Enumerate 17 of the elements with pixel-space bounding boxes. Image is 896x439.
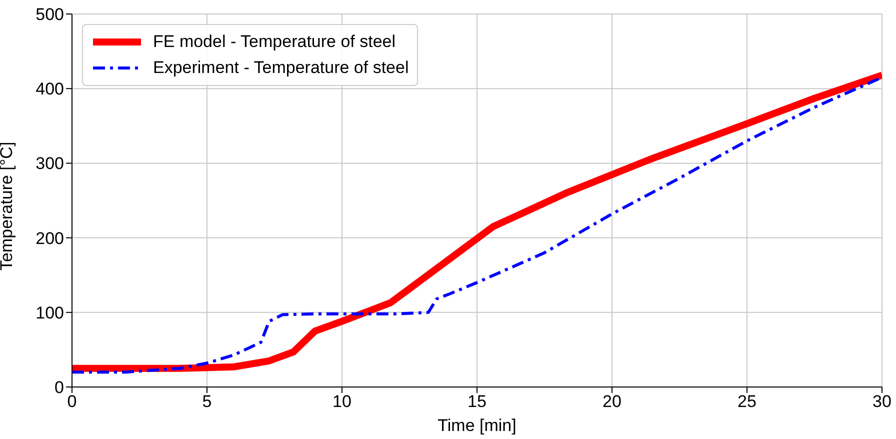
legend-label: Experiment - Temperature of steel <box>153 58 409 78</box>
y-tick-label: 300 <box>36 154 64 174</box>
y-axis-title: Temperature [°C] <box>0 142 16 270</box>
y-tick-label: 0 <box>54 378 64 398</box>
y-tick-label: 500 <box>36 5 64 24</box>
legend-label: FE model - Temperature of steel <box>153 32 396 52</box>
x-axis-title: Time [min] <box>438 416 516 435</box>
x-tick-label: 10 <box>332 392 352 412</box>
y-tick-label: 400 <box>36 80 64 99</box>
x-tick-label: 30 <box>872 392 892 412</box>
y-tick-label: 200 <box>36 228 64 248</box>
x-tick-label: 5 <box>202 392 212 412</box>
x-tick-label: 0 <box>67 392 77 412</box>
y-tick-label: 100 <box>36 303 64 322</box>
x-tick-label: 25 <box>738 392 756 412</box>
x-tick-label: 15 <box>468 392 486 412</box>
x-tick-label: 20 <box>602 392 622 412</box>
